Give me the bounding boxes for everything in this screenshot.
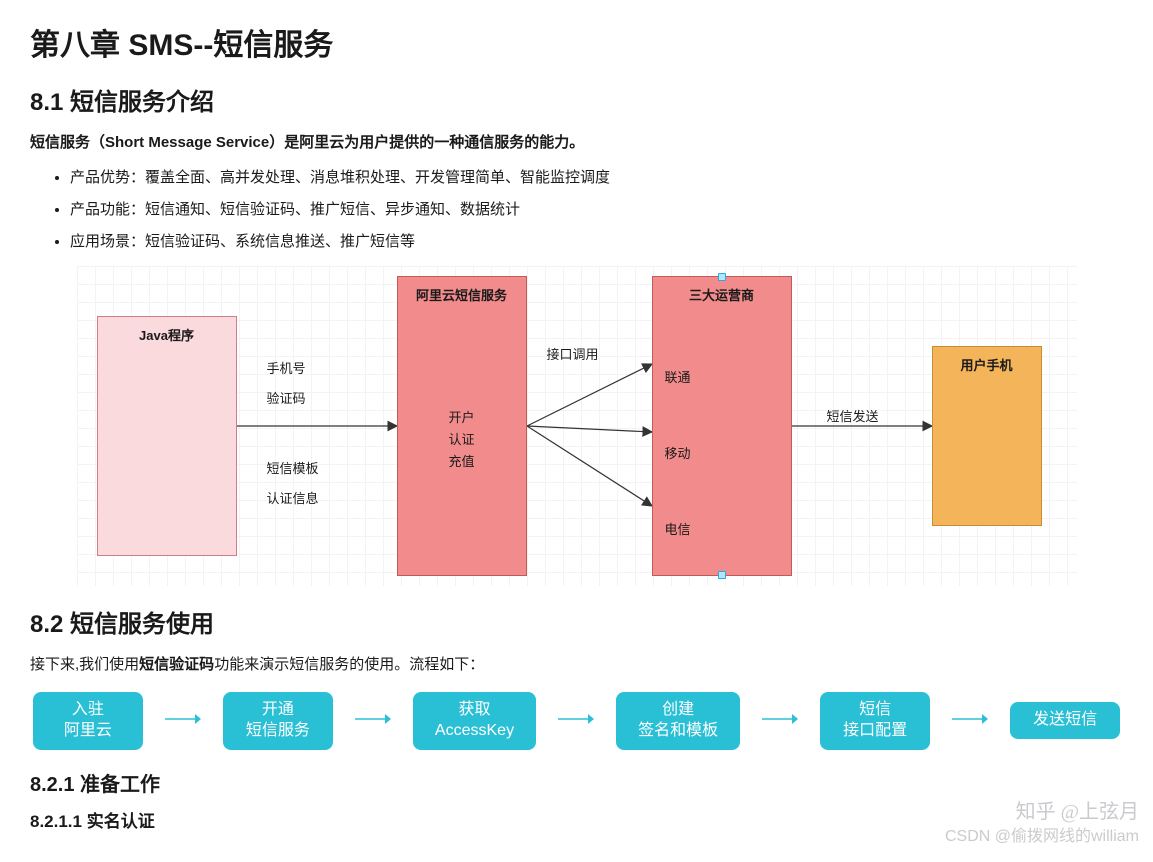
step-pill: 创建签名和模板 xyxy=(616,692,740,750)
flow-label: 接口调用 xyxy=(547,344,599,363)
step-pill: 短信接口配置 xyxy=(820,692,930,750)
intro-sentence: 短信服务（Short Message Service）是阿里云为用户提供的一种通… xyxy=(30,131,1123,152)
step-arrow-icon xyxy=(762,709,798,732)
section-8-1: 8.1 短信服务介绍 xyxy=(30,82,1123,117)
step-arrow-icon xyxy=(165,709,201,732)
flow-label: 手机号 xyxy=(267,358,306,377)
step-pill: 入驻阿里云 xyxy=(33,692,143,750)
list-item: 产品功能：短信通知、短信验证码、推广短信、异步通知、数据统计 xyxy=(70,198,1123,222)
list-item: 产品优势：覆盖全面、高并发处理、消息堆积处理、开发管理简单、智能监控调度 xyxy=(70,166,1123,190)
step-pill: 开通短信服务 xyxy=(223,692,333,750)
step-arrow-icon xyxy=(952,709,988,732)
section-8-2-1: 8.2.1 准备工作 xyxy=(30,768,1123,797)
steps-row: 入驻阿里云 开通短信服务 获取AccessKey 创建签名和模板 短信接口配置 发送短信 xyxy=(30,692,1123,750)
flow-label: 认证信息 xyxy=(267,488,319,507)
sms-flowchart: Java程序 阿里云短信服务开户认证充值三大运营商联通移动电信 用户手机 手机号验证码… xyxy=(77,266,1077,586)
step-pill: 发送短信 xyxy=(1010,702,1120,739)
feature-list: 产品优势：覆盖全面、高并发处理、消息堆积处理、开发管理简单、智能监控调度 产品功… xyxy=(30,166,1123,254)
flow-label: 短信发送 xyxy=(827,406,879,425)
chapter-title: 第八章 SMS--短信服务 xyxy=(30,20,1123,64)
list-item: 应用场景：短信验证码、系统信息推送、推广短信等 xyxy=(70,230,1123,254)
step-arrow-icon xyxy=(355,709,391,732)
watermark: 知乎 @上弦月 CSDN @偷拨网线的william xyxy=(945,798,1139,848)
flow-node-phone: 用户手机 xyxy=(932,346,1042,526)
flow-node-aliyun: 阿里云短信服务开户认证充值 xyxy=(397,276,527,576)
step-arrow-icon xyxy=(558,709,594,732)
flow-node-carrier: 三大运营商联通移动电信 xyxy=(652,276,792,576)
flow-node-java: Java程序 xyxy=(97,316,237,556)
flow-label: 验证码 xyxy=(267,388,306,407)
section-8-2: 8.2 短信服务使用 xyxy=(30,604,1123,639)
flow-intro: 接下来,我们使用短信验证码功能来演示短信服务的使用。流程如下： xyxy=(30,653,1123,674)
flow-label: 短信模板 xyxy=(267,458,319,477)
step-pill: 获取AccessKey xyxy=(413,692,536,750)
